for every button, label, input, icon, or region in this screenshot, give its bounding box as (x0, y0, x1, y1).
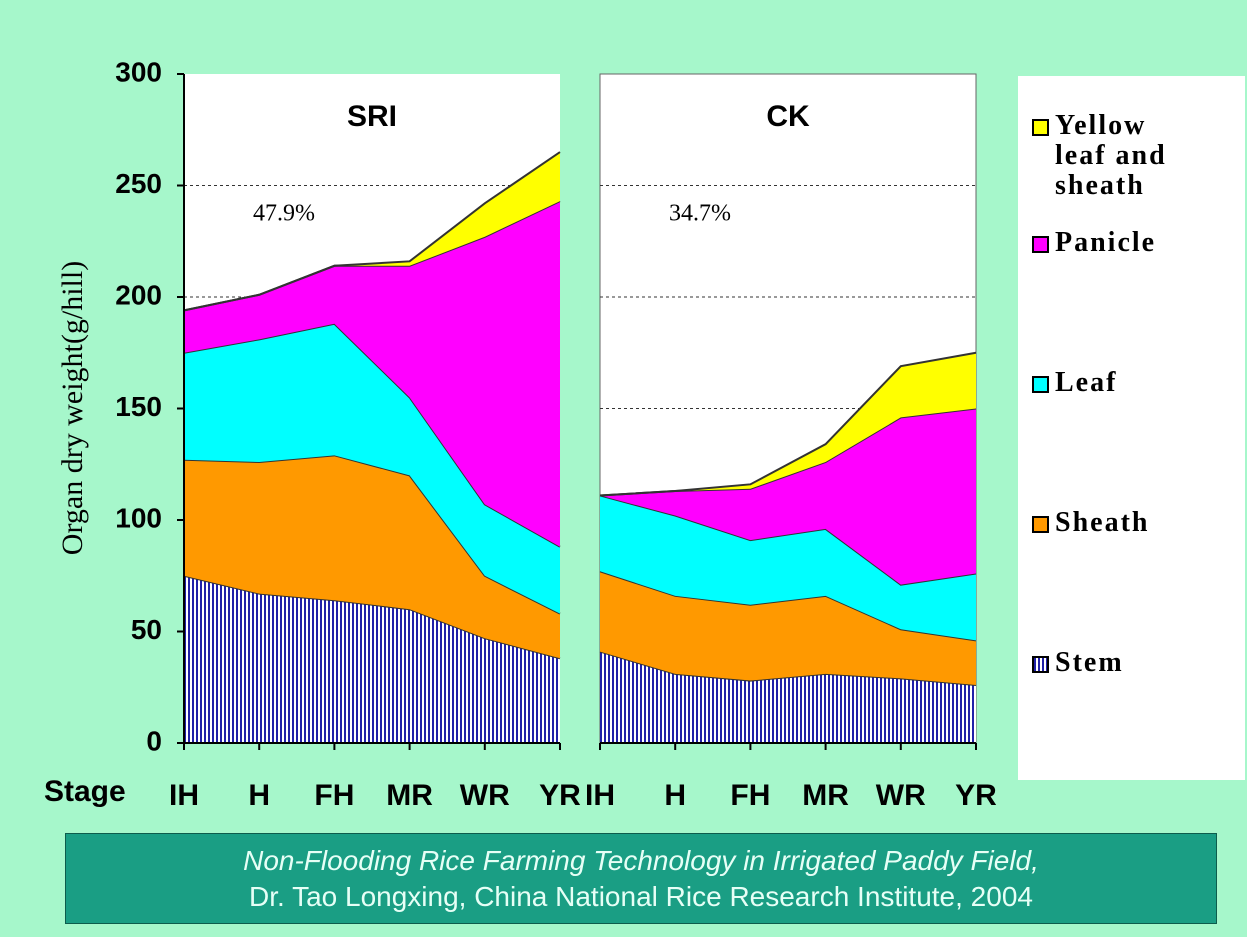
legend-label: Panicle (1055, 227, 1157, 258)
y-tick-label: 150 (115, 391, 162, 422)
panel-title: CK (766, 100, 810, 133)
x-tick-label: YR (955, 779, 997, 812)
x-axis-label: Stage (44, 775, 126, 808)
legend: Yellow leaf and sheath Panicle Leaf Sheath S… (1018, 76, 1245, 780)
legend-label: Sheath (1055, 507, 1150, 538)
legend-swatch (1032, 119, 1049, 136)
area (184, 455, 560, 659)
x-tick-label: WR (876, 779, 926, 812)
x-tick-label: MR (386, 779, 433, 812)
footer-line: Dr. Tao Longxing, China National Rice Re… (249, 881, 1033, 912)
y-tick-label: 50 (131, 614, 162, 645)
legend-item: Leaf (1032, 368, 1237, 398)
y-tick-label: 300 (115, 56, 162, 87)
chart: Organ dry weight(g/hill) Stage 0 50 100 150… (44, 56, 997, 812)
y-tick-label: 250 (115, 168, 162, 199)
y-tick-label: 0 (146, 725, 162, 756)
x-tick-label: H (664, 779, 686, 812)
legend-item: Yellow leaf and sheath (1032, 111, 1237, 201)
area (184, 323, 560, 614)
legend-item: Panicle (1032, 228, 1237, 258)
y-tick-label: 100 (115, 502, 162, 533)
area (184, 575, 560, 743)
legend-label: Stem (1055, 647, 1124, 678)
area (600, 571, 976, 686)
legend-label: Leaf (1055, 367, 1118, 398)
legend-swatch (1032, 236, 1049, 253)
x-tick-label: H (248, 779, 270, 812)
legend-swatch (1032, 656, 1049, 673)
y-axis-label: Organ dry weight(g/hill) (56, 261, 89, 555)
annotation: 47.9% (253, 201, 315, 227)
x-tick-label: WR (460, 779, 510, 812)
area (184, 152, 560, 311)
area-edge (599, 351, 977, 497)
legend-item: Sheath (1032, 508, 1237, 538)
area (600, 352, 976, 496)
y-tick-label: 200 (115, 279, 162, 310)
area (600, 495, 976, 641)
legend-swatch (1032, 376, 1049, 393)
panel-title: SRI (347, 100, 397, 133)
x-tick-label: IH (169, 779, 199, 812)
footer: Non-Flooding Rice Farming Technology in … (65, 833, 1217, 924)
x-tick-label: IH (585, 779, 615, 812)
area-edge (599, 570, 977, 642)
legend-label: Yellow leaf and sheath (1055, 110, 1167, 201)
legend-swatch (1032, 516, 1049, 533)
x-tick-label: FH (730, 779, 770, 812)
x-tick-label: YR (539, 779, 581, 812)
footer-line: Non-Flooding Rice Farming Technology in … (243, 845, 1039, 876)
area (600, 651, 976, 743)
annotation: 34.7% (669, 201, 731, 227)
x-tick-label: FH (314, 779, 354, 812)
area (600, 408, 976, 585)
area-edge (183, 151, 561, 312)
legend-item: Stem (1032, 648, 1237, 678)
x-tick-label: MR (802, 779, 849, 812)
